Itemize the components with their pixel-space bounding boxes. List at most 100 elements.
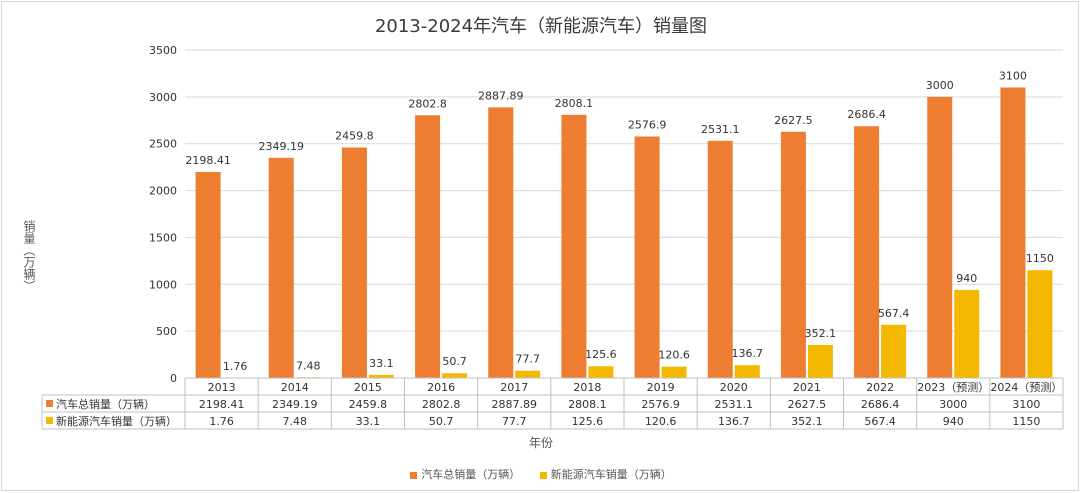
bar-nev [662,367,687,378]
bar-total [415,115,440,378]
x-tick-label: 2023（预测） [917,381,989,394]
data-label-total: 2686.4 [847,108,886,121]
table-cell-total: 2802.8 [422,398,461,411]
y-tick-label: 3500 [149,44,177,57]
table-cell-nev: 120.6 [645,415,677,428]
table-cell-nev: 1150 [1012,415,1040,428]
data-label-nev: 1.76 [223,360,248,373]
data-label-nev: 352.1 [805,327,837,340]
x-axis-label: 年份 [2,434,1080,451]
data-label-total: 2887.89 [478,89,524,102]
data-label-total: 2349.19 [259,140,305,153]
data-label-total: 3000 [926,79,954,92]
bar-total [269,158,294,378]
table-swatch-nev [46,417,53,424]
table-cell-total: 2459.8 [349,398,388,411]
bar-nev [881,325,906,378]
legend-swatch-nev [540,472,547,479]
x-tick-label: 2021 [793,381,821,394]
bar-total [196,172,221,378]
x-tick-label: 2019 [647,381,675,394]
bar-total [561,115,586,378]
legend-item-nev: 新能源汽车销量（万辆） [540,466,672,482]
data-label-total: 2576.9 [628,119,667,132]
table-series-label-nev: 新能源汽车销量（万辆） [56,414,177,428]
x-tick-label: 2018 [573,381,601,394]
x-tick-label: 2016 [427,381,455,394]
table-cell-nev: 136.7 [718,415,750,428]
table-cell-total: 3100 [1012,398,1040,411]
table-cell-total: 2531.1 [715,398,754,411]
data-label-nev: 77.7 [516,353,541,366]
x-tick-label: 2020 [720,381,748,394]
table-cell-total: 2349.19 [272,398,318,411]
y-tick-label: 1000 [149,278,177,291]
table-cell-total: 2686.4 [861,398,900,411]
data-label-nev: 940 [956,272,977,285]
y-tick-label: 2000 [149,185,177,198]
data-label-total: 2459.8 [335,129,374,142]
x-tick-label: 2024（预测） [990,381,1062,394]
bar-total [781,132,806,378]
bar-total [927,97,952,378]
bar-total [342,147,367,378]
data-label-total: 2531.1 [701,123,740,136]
legend-swatch-total [410,472,417,479]
bar-nev [735,365,760,378]
data-label-nev: 50.7 [442,355,467,368]
bar-nev [954,290,979,378]
table-cell-nev: 1.76 [209,415,234,428]
table-cell-total: 2576.9 [641,398,680,411]
data-label-total: 2198.41 [185,154,231,167]
data-label-nev: 33.1 [369,357,394,370]
x-tick-label: 2014 [281,381,309,394]
table-swatch-total [46,400,53,407]
data-label-total: 2808.1 [555,97,594,110]
data-label-total: 2802.8 [408,97,447,110]
data-label-total: 2627.5 [774,114,813,127]
y-tick-label: 0 [170,372,177,385]
legend-item-total: 汽车总销量（万辆） [410,466,520,482]
table-cell-total: 2627.5 [788,398,827,411]
table-cell-total: 2808.1 [568,398,607,411]
bar-total [1000,87,1025,378]
y-tick-label: 500 [156,325,177,338]
bar-total [708,141,733,378]
y-tick-label: 1500 [149,231,177,244]
table-cell-total: 3000 [939,398,967,411]
bar-nev [515,371,540,378]
table-cell-total: 2198.41 [199,398,245,411]
table-cell-nev: 77.7 [502,415,527,428]
table-cell-total: 2887.89 [492,398,538,411]
data-label-total: 3100 [999,69,1027,82]
table-cell-nev: 940 [943,415,964,428]
table-cell-nev: 567.4 [864,415,896,428]
bar-nev [808,345,833,378]
table-cell-nev: 352.1 [791,415,823,428]
bar-nev [1027,270,1052,378]
data-label-nev: 136.7 [732,347,764,360]
y-tick-label: 2500 [149,138,177,151]
legend-label-total: 汽车总销量（万辆） [421,468,520,481]
table-cell-nev: 7.48 [283,415,308,428]
data-label-nev: 1150 [1026,252,1054,265]
table-cell-nev: 33.1 [356,415,381,428]
y-tick-label: 3000 [149,91,177,104]
x-tick-label: 2022 [866,381,894,394]
table-cell-nev: 50.7 [429,415,454,428]
data-label-nev: 120.6 [658,349,690,362]
data-label-nev: 7.48 [296,359,321,372]
table-series-label-total: 汽车总销量（万辆） [56,397,155,411]
bar-nev [442,373,467,378]
x-tick-label: 2015 [354,381,382,394]
bar-nev [588,366,613,378]
bar-total [635,137,660,378]
bar-total [488,107,513,378]
bar-total [854,126,879,378]
table-cell-nev: 125.6 [572,415,604,428]
x-tick-label: 2013 [208,381,236,394]
legend: 汽车总销量（万辆） 新能源汽车销量（万辆） [2,466,1080,482]
legend-label-nev: 新能源汽车销量（万辆） [551,468,672,481]
